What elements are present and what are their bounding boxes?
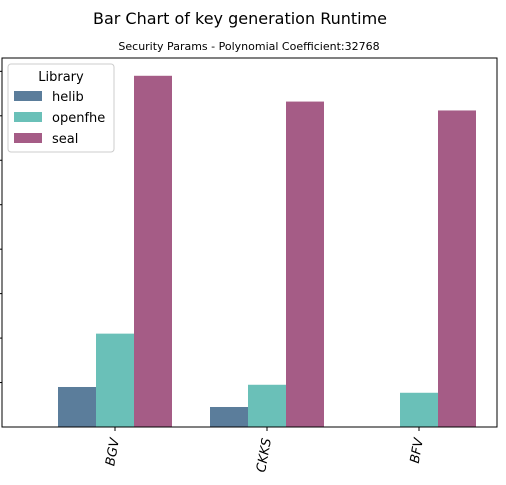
legend-swatch-openfhe <box>14 112 42 122</box>
plot-frame <box>1 57 498 428</box>
bar-seal-bgv <box>134 75 172 427</box>
legend-label-openfhe: openfhe <box>52 111 105 126</box>
chart-title: Bar Chart of key generation Runtime <box>93 9 387 28</box>
legend-swatch-helib <box>14 91 42 101</box>
legend-label-helib: helib <box>52 90 84 105</box>
chart-subtitle: Security Params - Polynomial Coefficient… <box>118 40 379 53</box>
y-axis <box>0 70 2 384</box>
bar-helib-bgv <box>58 386 96 427</box>
plot-area <box>58 75 476 428</box>
x-axis: BGV CKKS BFV <box>103 427 427 474</box>
bar-openfhe-bgv <box>96 333 134 427</box>
bar-helib-ckks <box>210 406 248 427</box>
legend-title: Library <box>38 70 84 85</box>
x-tick-label: CKKS <box>254 437 275 473</box>
bar-openfhe-ckks <box>248 384 286 427</box>
bar-seal-ckks <box>286 101 324 428</box>
legend-box <box>7 63 115 153</box>
legend-swatch-seal <box>14 133 42 143</box>
x-tick-label: BGV <box>103 436 123 467</box>
legend: Library helib openfhe seal <box>7 63 115 153</box>
bar-openfhe-bfv <box>400 392 438 427</box>
x-tick-label: BFV <box>408 436 427 465</box>
legend-items: helib openfhe seal <box>14 90 105 147</box>
bar-seal-bfv <box>438 110 476 428</box>
legend-label-seal: seal <box>52 132 78 147</box>
